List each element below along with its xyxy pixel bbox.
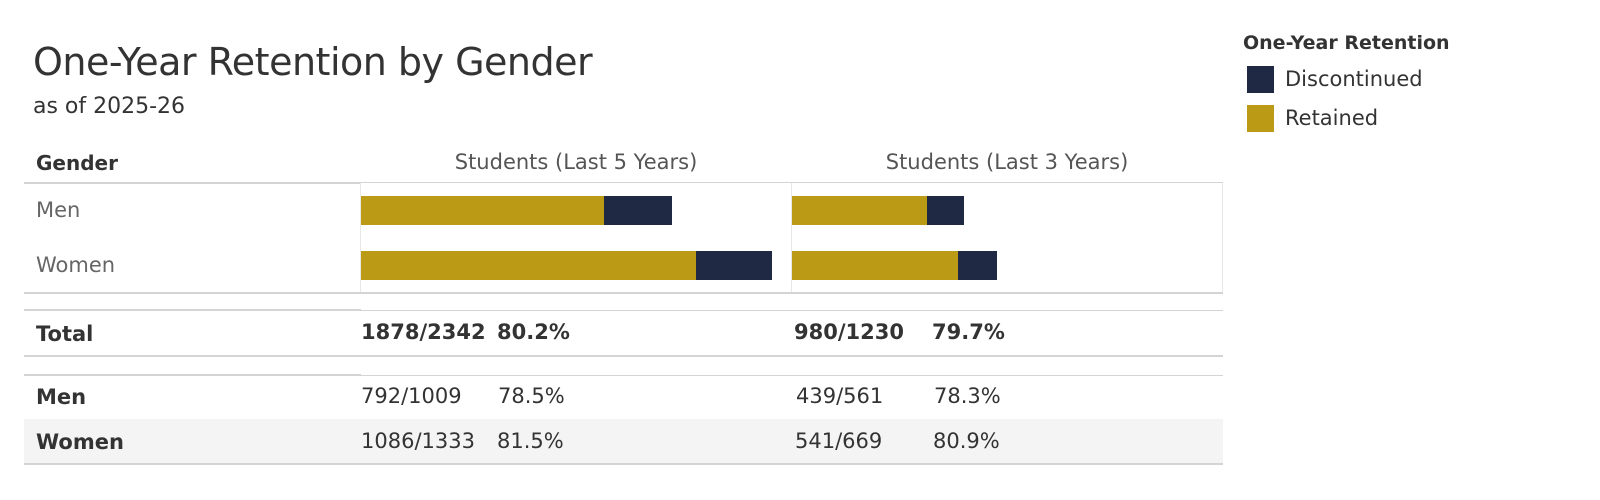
- bar-last5-women-discontinued[interactable]: [696, 251, 772, 280]
- total-last5-pct: 80.2%: [497, 320, 570, 344]
- chart-title: One-Year Retention by Gender: [33, 40, 593, 84]
- men-last3-ratio: 439/561: [796, 384, 884, 408]
- column-header-last-5-years: Students (Last 5 Years): [454, 150, 698, 174]
- bar-last5-men-retained[interactable]: [361, 196, 604, 225]
- total-label: Total: [36, 322, 94, 346]
- total-last3-ratio: 980/1230: [794, 320, 904, 344]
- women-last5-pct: 81.5%: [497, 429, 564, 453]
- bar-last3-women-retained[interactable]: [792, 251, 958, 280]
- bar-last3-men-retained[interactable]: [792, 196, 927, 225]
- legend-item-retained[interactable]: Retained: [1247, 104, 1378, 132]
- legend-swatch-discontinued-icon: [1247, 65, 1274, 93]
- detail-row-women-background: [24, 419, 1223, 464]
- men-last3-pct: 78.3%: [934, 384, 1001, 408]
- legend-label: Discontinued: [1285, 67, 1423, 91]
- bar-last5-women-retained[interactable]: [361, 251, 696, 280]
- legend-swatch-retained-icon: [1247, 104, 1274, 132]
- legend-item-discontinued[interactable]: Discontinued: [1247, 65, 1423, 93]
- bar-last5-men-discontinued[interactable]: [604, 196, 672, 225]
- bar-last3-women-discontinued[interactable]: [958, 251, 997, 280]
- men-last5-pct: 78.5%: [498, 384, 565, 408]
- pane-divider: [360, 183, 361, 292]
- divider: [24, 182, 361, 184]
- divider: [361, 375, 1223, 376]
- bar-row-label-women: Women: [36, 253, 116, 277]
- divider: [24, 463, 1223, 465]
- pane-divider: [1222, 183, 1223, 292]
- row-header-gender: Gender: [36, 151, 118, 175]
- women-last5-ratio: 1086/1333: [361, 429, 475, 453]
- bar-row-label-men: Men: [36, 198, 81, 222]
- divider: [24, 292, 1223, 294]
- chart-subtitle: as of 2025-26: [33, 94, 186, 119]
- bar-last3-men-discontinued[interactable]: [927, 196, 964, 225]
- divider: [361, 310, 1223, 311]
- pane-divider: [791, 183, 792, 292]
- men-last5-ratio: 792/1009: [361, 384, 462, 408]
- women-last3-pct: 80.9%: [933, 429, 1000, 453]
- divider: [24, 309, 361, 311]
- legend-title: One-Year Retention: [1243, 32, 1450, 54]
- divider: [361, 182, 1223, 183]
- legend-label: Retained: [1285, 106, 1379, 130]
- divider: [24, 374, 361, 376]
- divider: [24, 355, 1223, 357]
- detail-row-label-men: Men: [36, 385, 87, 409]
- women-last3-ratio: 541/669: [795, 429, 883, 453]
- column-header-last-3-years: Students (Last 3 Years): [885, 150, 1129, 174]
- total-last5-ratio: 1878/2342: [361, 320, 486, 344]
- total-last3-pct: 79.7%: [932, 320, 1005, 344]
- detail-row-label-women: Women: [36, 430, 124, 454]
